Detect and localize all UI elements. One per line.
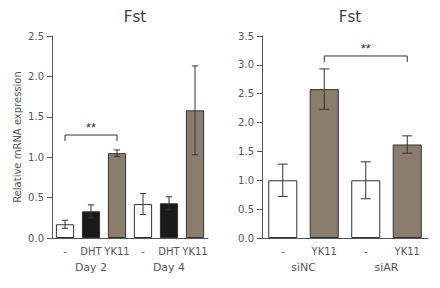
svg-text:Day 2: Day 2 — [75, 261, 107, 274]
svg-text:-: - — [364, 246, 368, 257]
svg-text:siAR: siAR — [375, 261, 399, 274]
svg-text:1.0: 1.0 — [28, 152, 44, 163]
svg-text:-: - — [141, 246, 145, 257]
svg-text:siNC: siNC — [291, 261, 316, 274]
svg-text:YK11: YK11 — [394, 246, 420, 257]
svg-text:YK11: YK11 — [311, 246, 337, 257]
svg-text:**: ** — [361, 41, 371, 56]
svg-text:**: ** — [86, 120, 96, 135]
svg-text:0.5: 0.5 — [238, 204, 254, 215]
svg-text:3.5: 3.5 — [238, 31, 254, 42]
svg-text:2.5: 2.5 — [28, 31, 44, 42]
svg-text:Day 4: Day 4 — [153, 261, 185, 274]
svg-text:YK11: YK11 — [181, 246, 207, 257]
svg-text:Relative mRNA expression: Relative mRNA expression — [12, 71, 23, 203]
svg-text:0.0: 0.0 — [238, 233, 254, 244]
svg-text:1.5: 1.5 — [28, 111, 44, 122]
svg-text:2.0: 2.0 — [238, 117, 254, 128]
svg-text:1.5: 1.5 — [238, 146, 254, 157]
svg-text:Fst: Fst — [339, 8, 361, 26]
svg-text:1.0: 1.0 — [238, 175, 254, 186]
svg-text:-: - — [63, 246, 67, 257]
svg-text:DHT: DHT — [80, 246, 102, 257]
svg-text:-: - — [281, 246, 285, 257]
svg-text:2.0: 2.0 — [28, 71, 44, 82]
svg-text:3.0: 3.0 — [238, 59, 254, 70]
svg-text:0.0: 0.0 — [28, 233, 44, 244]
svg-text:DHT: DHT — [158, 246, 180, 257]
svg-text:YK11: YK11 — [103, 246, 129, 257]
svg-text:0.5: 0.5 — [28, 192, 44, 203]
svg-text:2.5: 2.5 — [238, 88, 254, 99]
svg-text:Fst: Fst — [124, 8, 146, 26]
